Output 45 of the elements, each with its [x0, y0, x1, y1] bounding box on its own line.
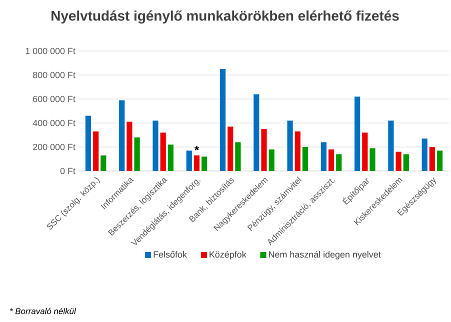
- bar: [302, 147, 308, 171]
- bar: [354, 96, 360, 171]
- bar: [436, 150, 443, 171]
- bar: [152, 120, 158, 171]
- bar: [320, 142, 326, 171]
- bar: [396, 152, 402, 171]
- y-tick-label: 800 000 Ft: [33, 72, 76, 78]
- bar: [403, 154, 409, 171]
- bar: [388, 120, 394, 171]
- legend-label: Középfok: [210, 250, 246, 260]
- y-tick-label: 200 000 Ft: [33, 144, 76, 150]
- bar: [126, 122, 132, 171]
- bar: [370, 148, 376, 171]
- bar: [362, 132, 368, 171]
- bar: [85, 116, 92, 171]
- bar: [235, 142, 241, 171]
- bar: [268, 149, 274, 171]
- bar: [294, 131, 300, 171]
- bar: [422, 138, 428, 171]
- bar: [220, 68, 226, 171]
- bar: [119, 100, 125, 171]
- y-tick-label: 0 Ft: [60, 168, 76, 174]
- legend-label: Nem használ idegen nyelvet: [268, 250, 381, 260]
- bar: [134, 137, 140, 171]
- bar: [328, 149, 334, 171]
- bar: [336, 154, 342, 171]
- bar: [160, 132, 166, 171]
- y-tick-label: 1 000 000 Ft: [26, 48, 76, 54]
- bar: [287, 120, 293, 171]
- bar: [168, 144, 174, 171]
- bar: [254, 94, 260, 171]
- bar: [202, 156, 208, 171]
- annotation: *: [194, 146, 200, 150]
- y-tick-label: 600 000 Ft: [33, 96, 76, 102]
- bar: [93, 131, 99, 171]
- bar: [100, 155, 106, 171]
- bar: [186, 150, 192, 171]
- bar: [228, 126, 234, 171]
- chart-title: Nyelvtudást igénylő munkakörökben elérhető fizetés: [52, 10, 399, 24]
- bar: [194, 155, 200, 171]
- legend-label: Felsőfok: [154, 250, 187, 258]
- bar: [429, 147, 435, 171]
- bar: [261, 129, 267, 171]
- text: * Borravaló nélkül: [10, 308, 76, 314]
- y-tick-label: 400 000 Ft: [32, 120, 76, 126]
